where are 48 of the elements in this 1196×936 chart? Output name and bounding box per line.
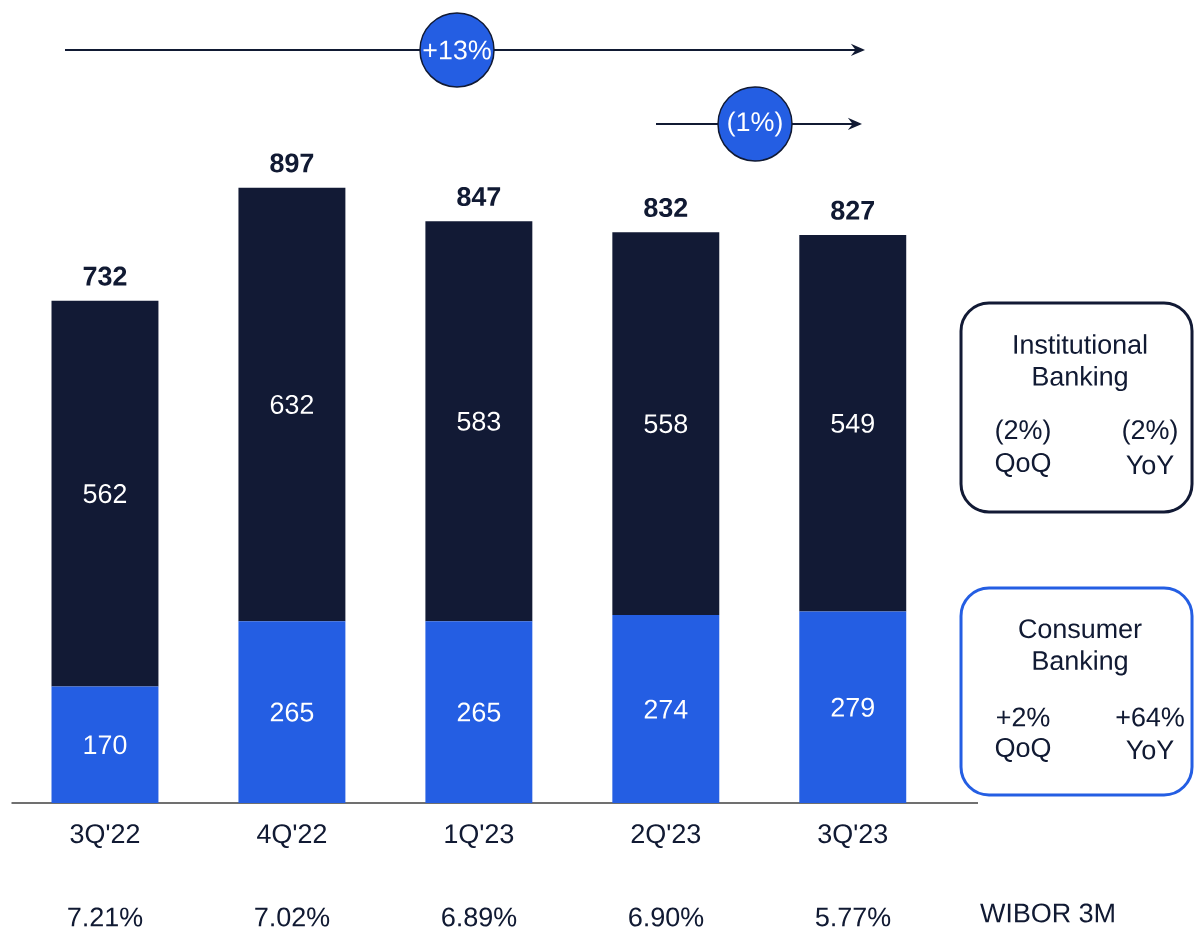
total-label: 832: [644, 198, 688, 218]
text: 5.77%: [815, 907, 891, 927]
data-label: 265: [270, 702, 314, 722]
text: 6.89%: [442, 907, 517, 927]
bar: [612, 232, 720, 616]
bar: [425, 621, 533, 803]
bar: [799, 611, 907, 803]
text: Institutional Banking: [1014, 334, 1147, 392]
total-label: 732: [83, 266, 127, 286]
bar: [51, 686, 159, 803]
x-tick-label: 3Q'22: [70, 824, 140, 849]
text: 7.21%: [68, 907, 143, 927]
data-label: 549: [831, 413, 874, 433]
text: 6.90%: [629, 907, 704, 927]
text: +64%: [1116, 707, 1184, 727]
bar: [238, 621, 346, 803]
text: QoQ: [995, 453, 1051, 477]
text: WIBOR 3M: [980, 903, 1114, 923]
data-label: 632: [270, 394, 313, 414]
data-label: 170: [84, 735, 127, 755]
bar: [51, 300, 159, 687]
data-label: 583: [457, 411, 501, 431]
data-label: 279: [831, 697, 874, 717]
bar: [238, 187, 346, 622]
text: Consumer Banking: [1019, 619, 1142, 676]
total-label: 897: [270, 153, 314, 173]
x-tick-label: 2Q'23: [631, 824, 701, 849]
text: +2%: [997, 707, 1050, 727]
text: QoQ: [995, 738, 1051, 762]
text: 7.02%: [255, 907, 330, 927]
text: YoY: [1126, 455, 1174, 475]
bar: [612, 615, 720, 803]
x-tick-label: 3Q'23: [818, 824, 888, 849]
text: +13%: [423, 40, 491, 60]
text: (2%): [1123, 419, 1177, 445]
x-tick-label: 4Q'22: [257, 824, 327, 849]
total-label: 847: [457, 187, 501, 207]
data-label: 562: [83, 484, 127, 504]
text: YoY: [1126, 740, 1174, 760]
data-label: 265: [457, 702, 501, 722]
text: (1%): [728, 111, 782, 137]
total-label: 827: [831, 200, 875, 220]
x-tick-label: 1Q'23: [445, 824, 514, 849]
data-label: 558: [644, 414, 688, 434]
data-label: 274: [644, 699, 688, 719]
bar: [799, 235, 907, 612]
bar: [425, 221, 533, 622]
text: (2%): [996, 419, 1050, 445]
